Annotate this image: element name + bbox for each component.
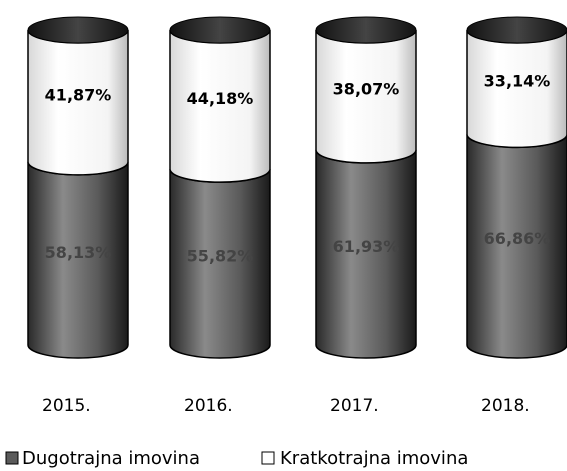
- x-tick-label: 2016.: [184, 396, 233, 416]
- cylinder-top: [315, 16, 417, 44]
- data-label: 41,87%: [45, 85, 112, 104]
- cylinder-top: [169, 16, 271, 44]
- legend: Dugotrajna imovina Kratkotrajna imovina: [5, 448, 468, 469]
- data-label: 61,93%: [333, 237, 400, 256]
- data-label: 38,07%: [333, 79, 400, 98]
- legend-swatch: [261, 451, 275, 465]
- data-label: 33,14%: [484, 72, 551, 91]
- cylinder-top: [27, 16, 129, 44]
- data-label: 66,86%: [484, 229, 551, 248]
- legend-label: Kratkotrajna imovina: [280, 448, 468, 469]
- x-tick-label: 2015.: [42, 396, 91, 416]
- data-label: 44,18%: [187, 89, 254, 108]
- legend-swatch: [5, 451, 19, 465]
- data-label: 55,82%: [187, 247, 254, 266]
- cylinder-top: [466, 16, 567, 44]
- legend-label: Dugotrajna imovina: [22, 448, 200, 469]
- x-tick-label: 2017.: [330, 396, 379, 416]
- x-tick-label: 2018.: [481, 396, 530, 416]
- data-label: 58,13%: [45, 243, 112, 262]
